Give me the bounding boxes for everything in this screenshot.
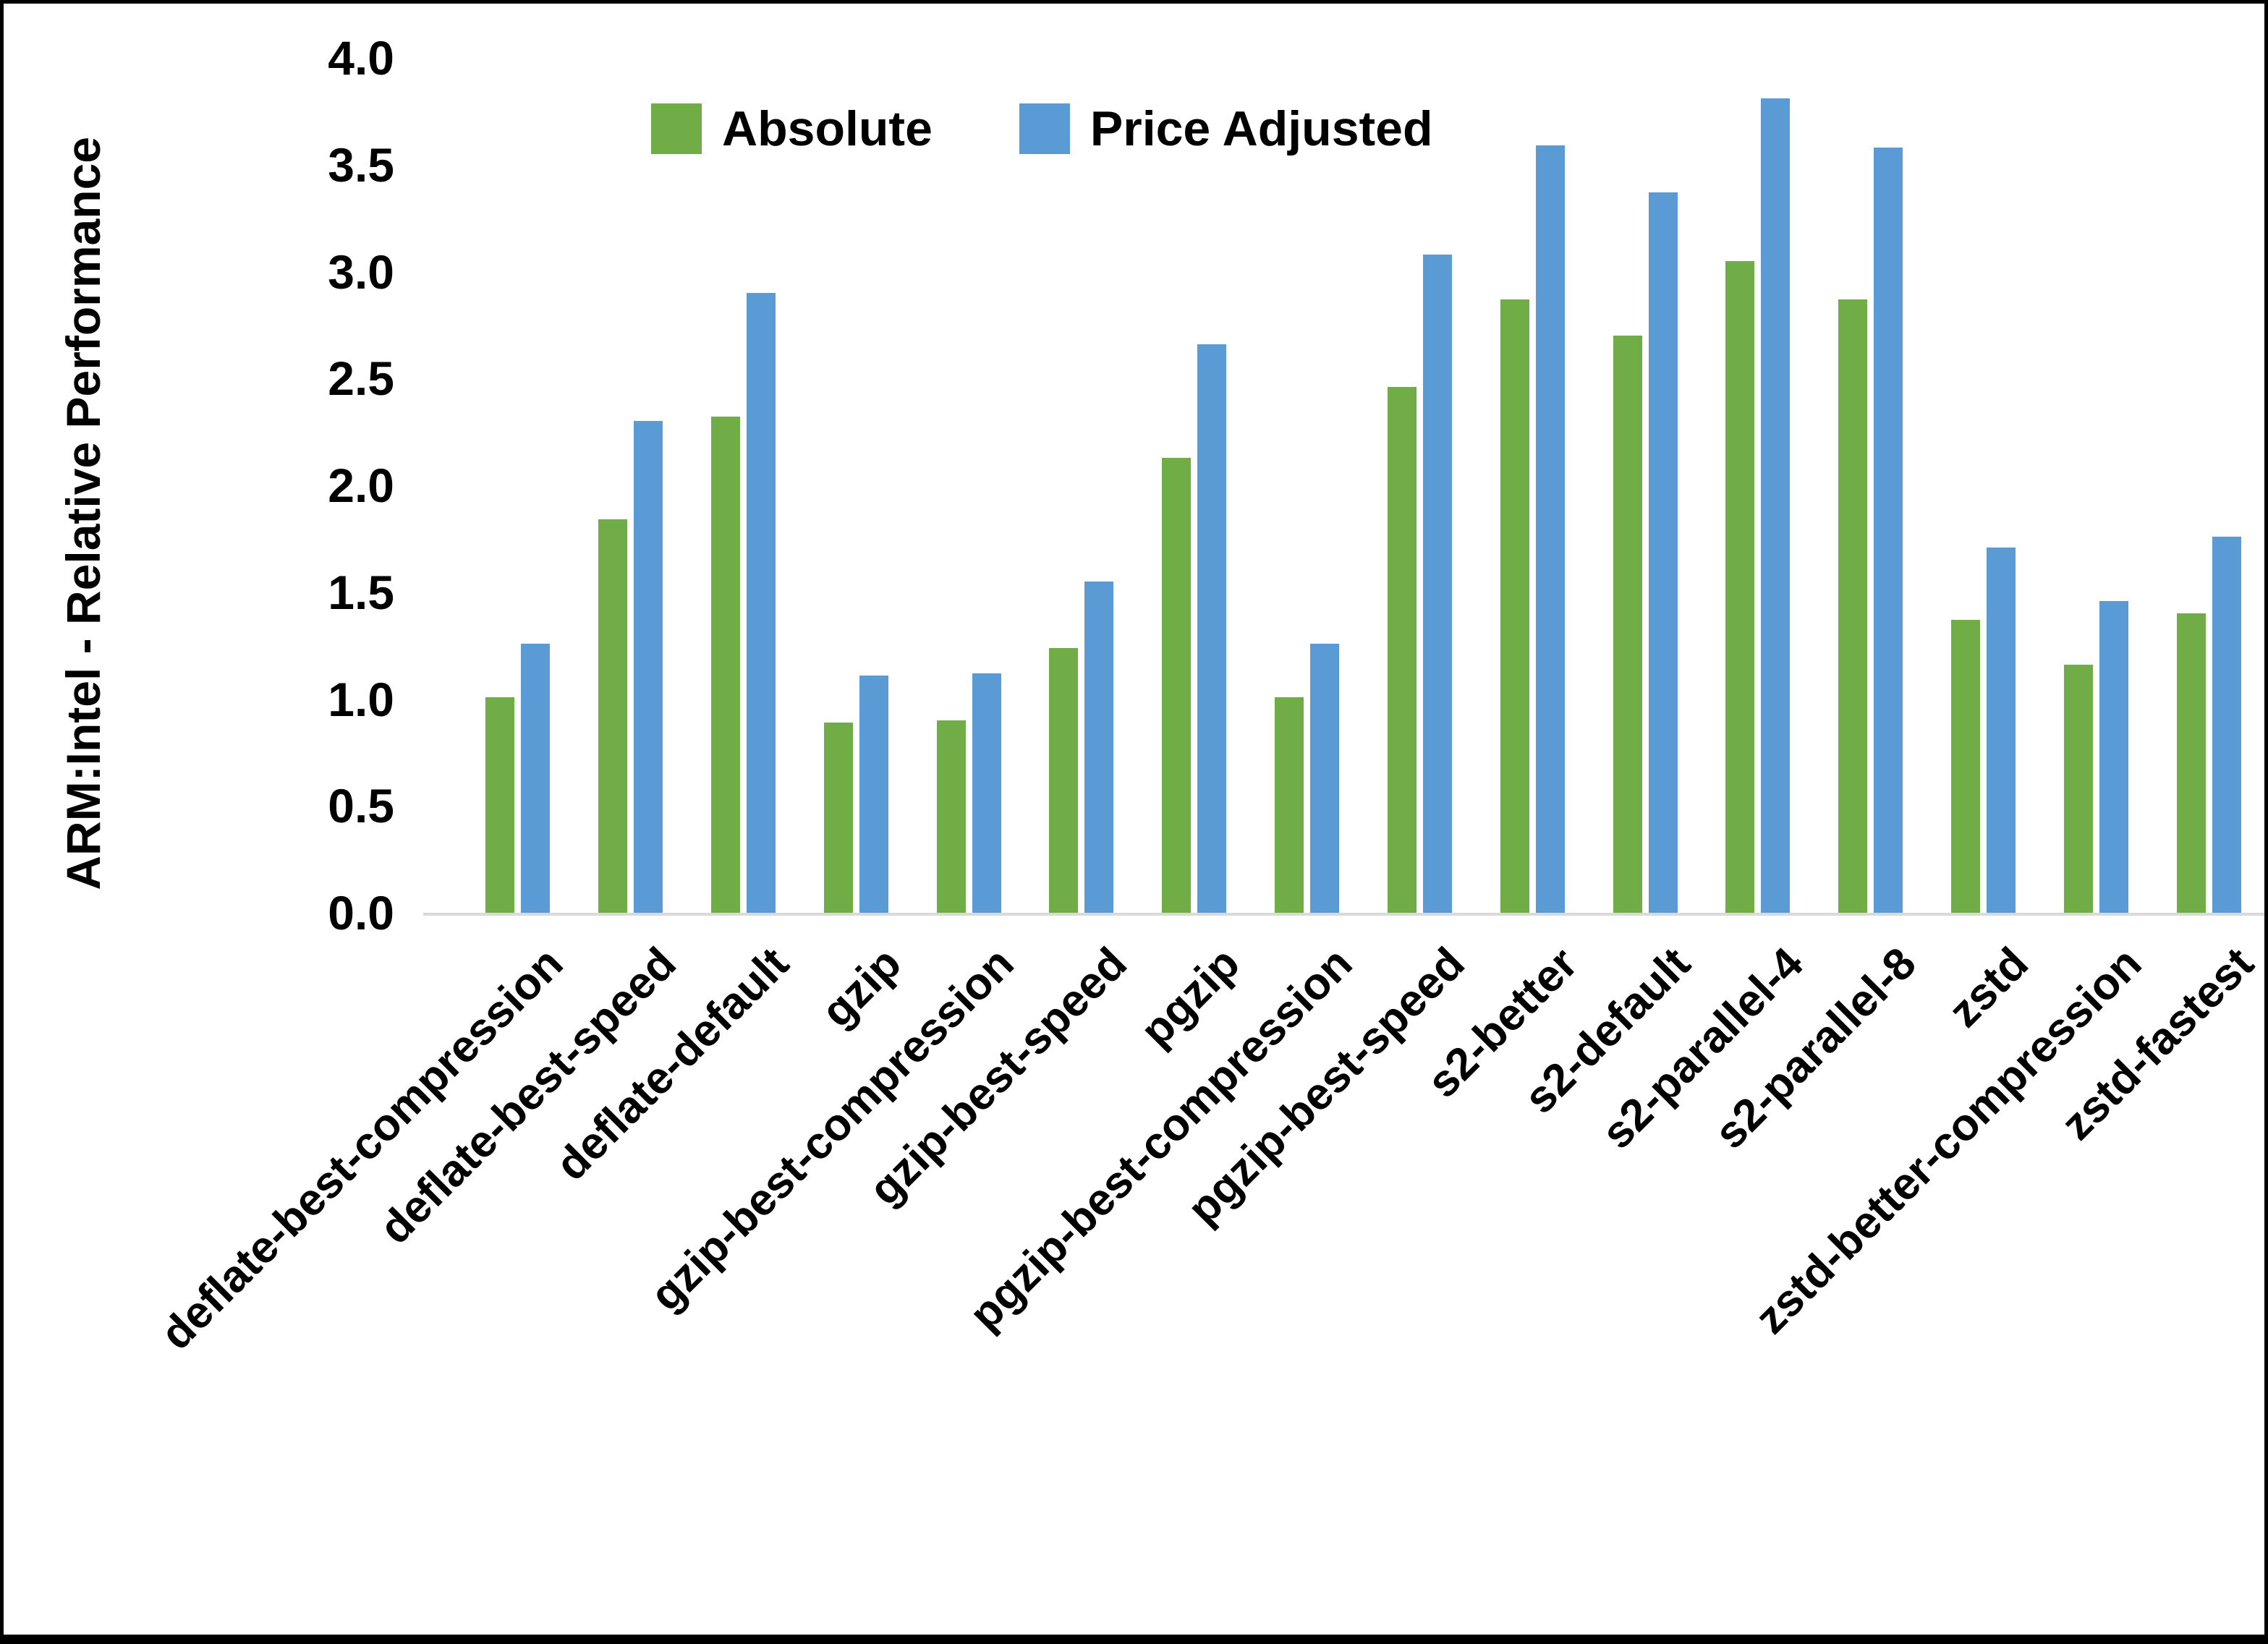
bar-absolute-s2-parallel-8 bbox=[1838, 299, 1868, 913]
y-tick-label: 2.0 bbox=[328, 459, 394, 512]
legend-label-absolute: Absolute bbox=[722, 101, 933, 156]
y-axis-title: ARM:Intel - Relative Performance bbox=[36, 47, 130, 980]
y-tick-label: 3.5 bbox=[328, 137, 394, 192]
bar-group-pgzip-best-compression bbox=[1251, 58, 1364, 913]
bar-group-s2-better bbox=[1476, 58, 1589, 913]
bar-absolute-pgzip-best-speed bbox=[1387, 387, 1417, 913]
bar-price-adjusted-pgzip bbox=[1197, 344, 1227, 913]
bar-group-zstd-fastest bbox=[2152, 58, 2264, 913]
x-axis-label-zstd: zstd bbox=[1939, 938, 2038, 1037]
y-tick-label: 0.5 bbox=[328, 779, 394, 833]
bar-absolute-gzip bbox=[823, 723, 853, 913]
bar-price-adjusted-s2-better bbox=[1535, 145, 1565, 913]
bar-absolute-zstd bbox=[1950, 620, 1980, 913]
bar-group-pgzip-best-speed bbox=[1364, 58, 1477, 913]
legend-item-price-adjusted: Price Adjusted bbox=[1019, 103, 1433, 154]
bar-price-adjusted-gzip-best-compression bbox=[972, 673, 1001, 913]
y-tick-label: 2.5 bbox=[328, 352, 394, 406]
bar-group-s2-parallel-8 bbox=[1814, 58, 1927, 913]
bar-price-adjusted-s2-parallel-8 bbox=[1874, 148, 1903, 913]
bar-price-adjusted-deflate-best-speed bbox=[634, 421, 663, 913]
bar-group-gzip bbox=[799, 58, 912, 913]
bar-group-zstd bbox=[1927, 58, 2040, 913]
bar-price-adjusted-zstd-better-compression bbox=[2099, 601, 2128, 913]
bar-price-adjusted-gzip-best-speed bbox=[1084, 582, 1114, 913]
bar-price-adjusted-deflate-default bbox=[747, 293, 776, 913]
bar-absolute-deflate-best-speed bbox=[598, 519, 628, 913]
bar-group-deflate-default bbox=[687, 58, 800, 913]
x-axis-label-gzip: gzip bbox=[812, 938, 911, 1037]
y-tick-label: 1.0 bbox=[328, 672, 394, 726]
legend-item-absolute: Absolute bbox=[651, 103, 933, 154]
bar-absolute-s2-better bbox=[1500, 299, 1529, 913]
bar-price-adjusted-deflate-best-compression bbox=[521, 644, 551, 913]
bar-absolute-zstd-better-compression bbox=[2063, 665, 2093, 913]
bar-absolute-s2-default bbox=[1613, 336, 1642, 913]
bar-group-gzip-best-compression bbox=[912, 58, 1025, 913]
y-axis-title-text: ARM:Intel - Relative Performance bbox=[56, 137, 110, 890]
bar-price-adjusted-zstd bbox=[1986, 548, 2016, 913]
bar-price-adjusted-pgzip-best-speed bbox=[1422, 255, 1452, 913]
bar-absolute-pgzip bbox=[1162, 458, 1192, 913]
bar-group-pgzip bbox=[1138, 58, 1251, 913]
y-tick-label: 3.0 bbox=[328, 244, 394, 299]
bar-price-adjusted-s2-parallel-4 bbox=[1761, 98, 1791, 913]
legend-swatch-absolute bbox=[651, 103, 702, 154]
bar-group-s2-parallel-4 bbox=[1702, 58, 1814, 913]
y-tick-label: 1.5 bbox=[328, 565, 394, 619]
bar-group-deflate-best-speed bbox=[574, 58, 687, 913]
bar-absolute-deflate-default bbox=[711, 417, 741, 913]
bar-absolute-gzip-best-speed bbox=[1049, 648, 1079, 913]
x-axis-line bbox=[423, 913, 2264, 916]
legend: Absolute Price Adjusted bbox=[651, 103, 1433, 154]
bar-group-s2-default bbox=[1589, 58, 1702, 913]
bar-absolute-pgzip-best-compression bbox=[1275, 697, 1304, 913]
bar-group-zstd-better-compression bbox=[2039, 58, 2152, 913]
plot-area bbox=[462, 58, 2264, 913]
legend-swatch-price-adjusted bbox=[1019, 103, 1070, 154]
bar-group-deflate-best-compression bbox=[462, 58, 574, 913]
legend-label-price-adjusted: Price Adjusted bbox=[1090, 101, 1433, 156]
y-tick-label: 4.0 bbox=[328, 31, 394, 85]
bar-group-gzip-best-speed bbox=[1025, 58, 1138, 913]
bar-price-adjusted-s2-default bbox=[1648, 192, 1678, 913]
bar-price-adjusted-zstd-fastest bbox=[2212, 537, 2241, 913]
y-tick-label: 0.0 bbox=[328, 886, 394, 940]
bar-absolute-gzip-best-compression bbox=[936, 720, 966, 913]
bar-price-adjusted-pgzip-best-compression bbox=[1310, 644, 1340, 913]
x-axis-label-s2-parallel-8: s2-parallel-8 bbox=[1705, 938, 1926, 1159]
bar-price-adjusted-gzip bbox=[859, 676, 888, 913]
bar-absolute-zstd-fastest bbox=[2176, 613, 2206, 913]
bar-absolute-s2-parallel-4 bbox=[1725, 261, 1755, 913]
bar-absolute-deflate-best-compression bbox=[485, 697, 515, 913]
